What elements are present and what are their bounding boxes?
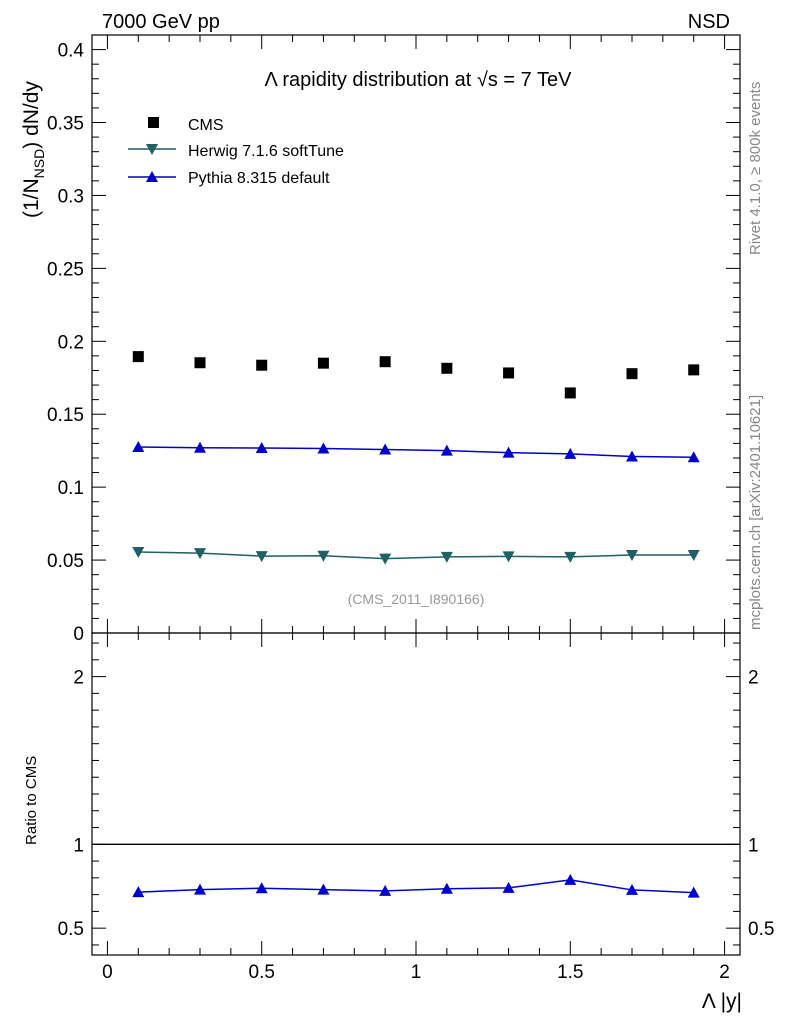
main-y-tick-label: 0.3 xyxy=(58,186,84,207)
pythia-point xyxy=(502,446,515,458)
ratio-y-tick-label: 0.5 xyxy=(58,919,84,940)
legend-herwig-label: Herwig 7.1.6 softTune xyxy=(188,143,344,160)
ratio-pythia-point xyxy=(502,881,515,893)
herwig-line xyxy=(138,551,694,560)
pythia-point xyxy=(194,441,206,453)
x-tick-label: 1.5 xyxy=(557,962,583,983)
y-axis-label: (1/NNSD) dN/dy xyxy=(20,81,47,218)
main-y-tick-label: 0.15 xyxy=(47,405,84,426)
ratio-y-label: Ratio to CMS xyxy=(23,756,40,845)
main-y-tick-label: 0.1 xyxy=(58,478,84,499)
legend-cms-marker xyxy=(148,117,159,128)
energy-label: 7000 GeV pp xyxy=(102,11,220,33)
cms-point xyxy=(256,359,268,371)
main-panel: 0 0.05 0.1 0.15 0.2 0.25 0.3 0.35 0.4 Λ rapidity… xyxy=(20,34,741,645)
herwig-point xyxy=(502,551,515,563)
pythia-point xyxy=(687,451,700,463)
main-y-tick-label: 0.05 xyxy=(47,551,84,572)
pythia-point xyxy=(255,442,268,454)
chart-title: Λ rapidity distribution at √s = 7 TeV xyxy=(265,69,573,91)
legend: CMS Herwig 7.1.6 softTune Pythia 8.315 d… xyxy=(128,117,344,187)
herwig-point xyxy=(687,549,700,561)
herwig-point xyxy=(317,550,330,562)
pythia-point xyxy=(379,443,392,455)
cms-point xyxy=(688,364,700,376)
ratio-pythia-point xyxy=(440,882,453,894)
herwig-point xyxy=(194,548,206,560)
cms-point xyxy=(441,362,453,374)
analysis-id: (CMS_2011_I890166) xyxy=(348,591,485,607)
cms-point xyxy=(194,357,206,369)
cms-point xyxy=(132,351,144,363)
x-tick-label: 0 xyxy=(102,962,113,983)
main-y-tick-label: 0 xyxy=(73,624,84,645)
cms-point xyxy=(626,368,638,380)
cms-point xyxy=(317,357,329,369)
ratio-x-ticks: 0 0.5 1 1.5 2 xyxy=(102,633,730,983)
ratio-panel: 0.5 0.5 1 1 2 2 0 0.5 1 1.5 2 Ratio to CMS Λ |y| xyxy=(23,632,774,1013)
herwig-point xyxy=(626,549,638,561)
ratio-pythia-point xyxy=(132,886,145,898)
ratio-y-tick-label: 2 xyxy=(73,668,84,689)
herwig-point xyxy=(440,551,453,563)
pythia-line xyxy=(138,446,694,458)
pythia-point xyxy=(132,441,145,453)
process-label: NSD xyxy=(688,11,730,33)
ratio-frame xyxy=(91,632,741,956)
ratio-y-tick-label-right: 1 xyxy=(748,835,759,856)
x-tick-label: 2 xyxy=(719,962,730,983)
rivet-label: Rivet 4.1.0, ≥ 800k events xyxy=(747,82,764,255)
main-series xyxy=(132,351,700,565)
ratio-y-ticks: 0.5 0.5 1 1 2 2 xyxy=(58,642,774,946)
ratio-y-tick-label-right: 0.5 xyxy=(748,919,774,940)
herwig-point xyxy=(255,551,268,563)
legend-cms-label: CMS xyxy=(188,117,224,134)
x-tick-label: 0.5 xyxy=(249,962,275,983)
cms-point xyxy=(379,356,391,368)
herwig-point xyxy=(564,551,577,563)
pythia-point xyxy=(626,450,638,462)
ratio-pythia-point xyxy=(564,873,577,885)
main-y-tick-label: 0.2 xyxy=(58,332,84,353)
x-tick-label: 1 xyxy=(411,962,422,983)
herwig-point xyxy=(379,553,392,565)
pythia-point xyxy=(564,447,577,459)
pythia-point xyxy=(317,442,330,454)
ratio-y-tick-label: 1 xyxy=(73,835,84,856)
ratio-pythia-point xyxy=(194,883,206,895)
main-x-ticks xyxy=(106,35,726,633)
herwig-point xyxy=(132,547,145,559)
cms-point xyxy=(564,387,576,399)
ratio-pythia-point xyxy=(317,883,330,895)
main-y-tick-label: 0.4 xyxy=(58,41,85,62)
ratio-pythia-point xyxy=(687,886,700,898)
ratio-pythia-line xyxy=(138,879,694,894)
legend-herwig-marker xyxy=(146,144,158,155)
cms-point xyxy=(503,367,515,379)
ratio-pythia-point xyxy=(255,882,268,894)
legend-pythia-marker xyxy=(146,171,158,182)
main-y-ticks: 0 0.05 0.1 0.15 0.2 0.25 0.3 0.35 0.4 xyxy=(47,41,740,645)
ratio-series xyxy=(92,843,740,898)
x-axis-label: Λ |y| xyxy=(702,990,742,1013)
mcplots-label: mcplots.cern.ch [arXiv:2401.10621] xyxy=(747,395,764,630)
pythia-point xyxy=(440,444,453,456)
ratio-y-tick-label-right: 2 xyxy=(748,668,759,689)
ratio-pythia-point xyxy=(379,884,392,896)
main-y-tick-label: 0.35 xyxy=(47,114,84,135)
legend-pythia-label: Pythia 8.315 default xyxy=(188,170,330,187)
main-y-tick-label: 0.25 xyxy=(47,259,84,280)
ratio-pythia-point xyxy=(626,883,638,895)
